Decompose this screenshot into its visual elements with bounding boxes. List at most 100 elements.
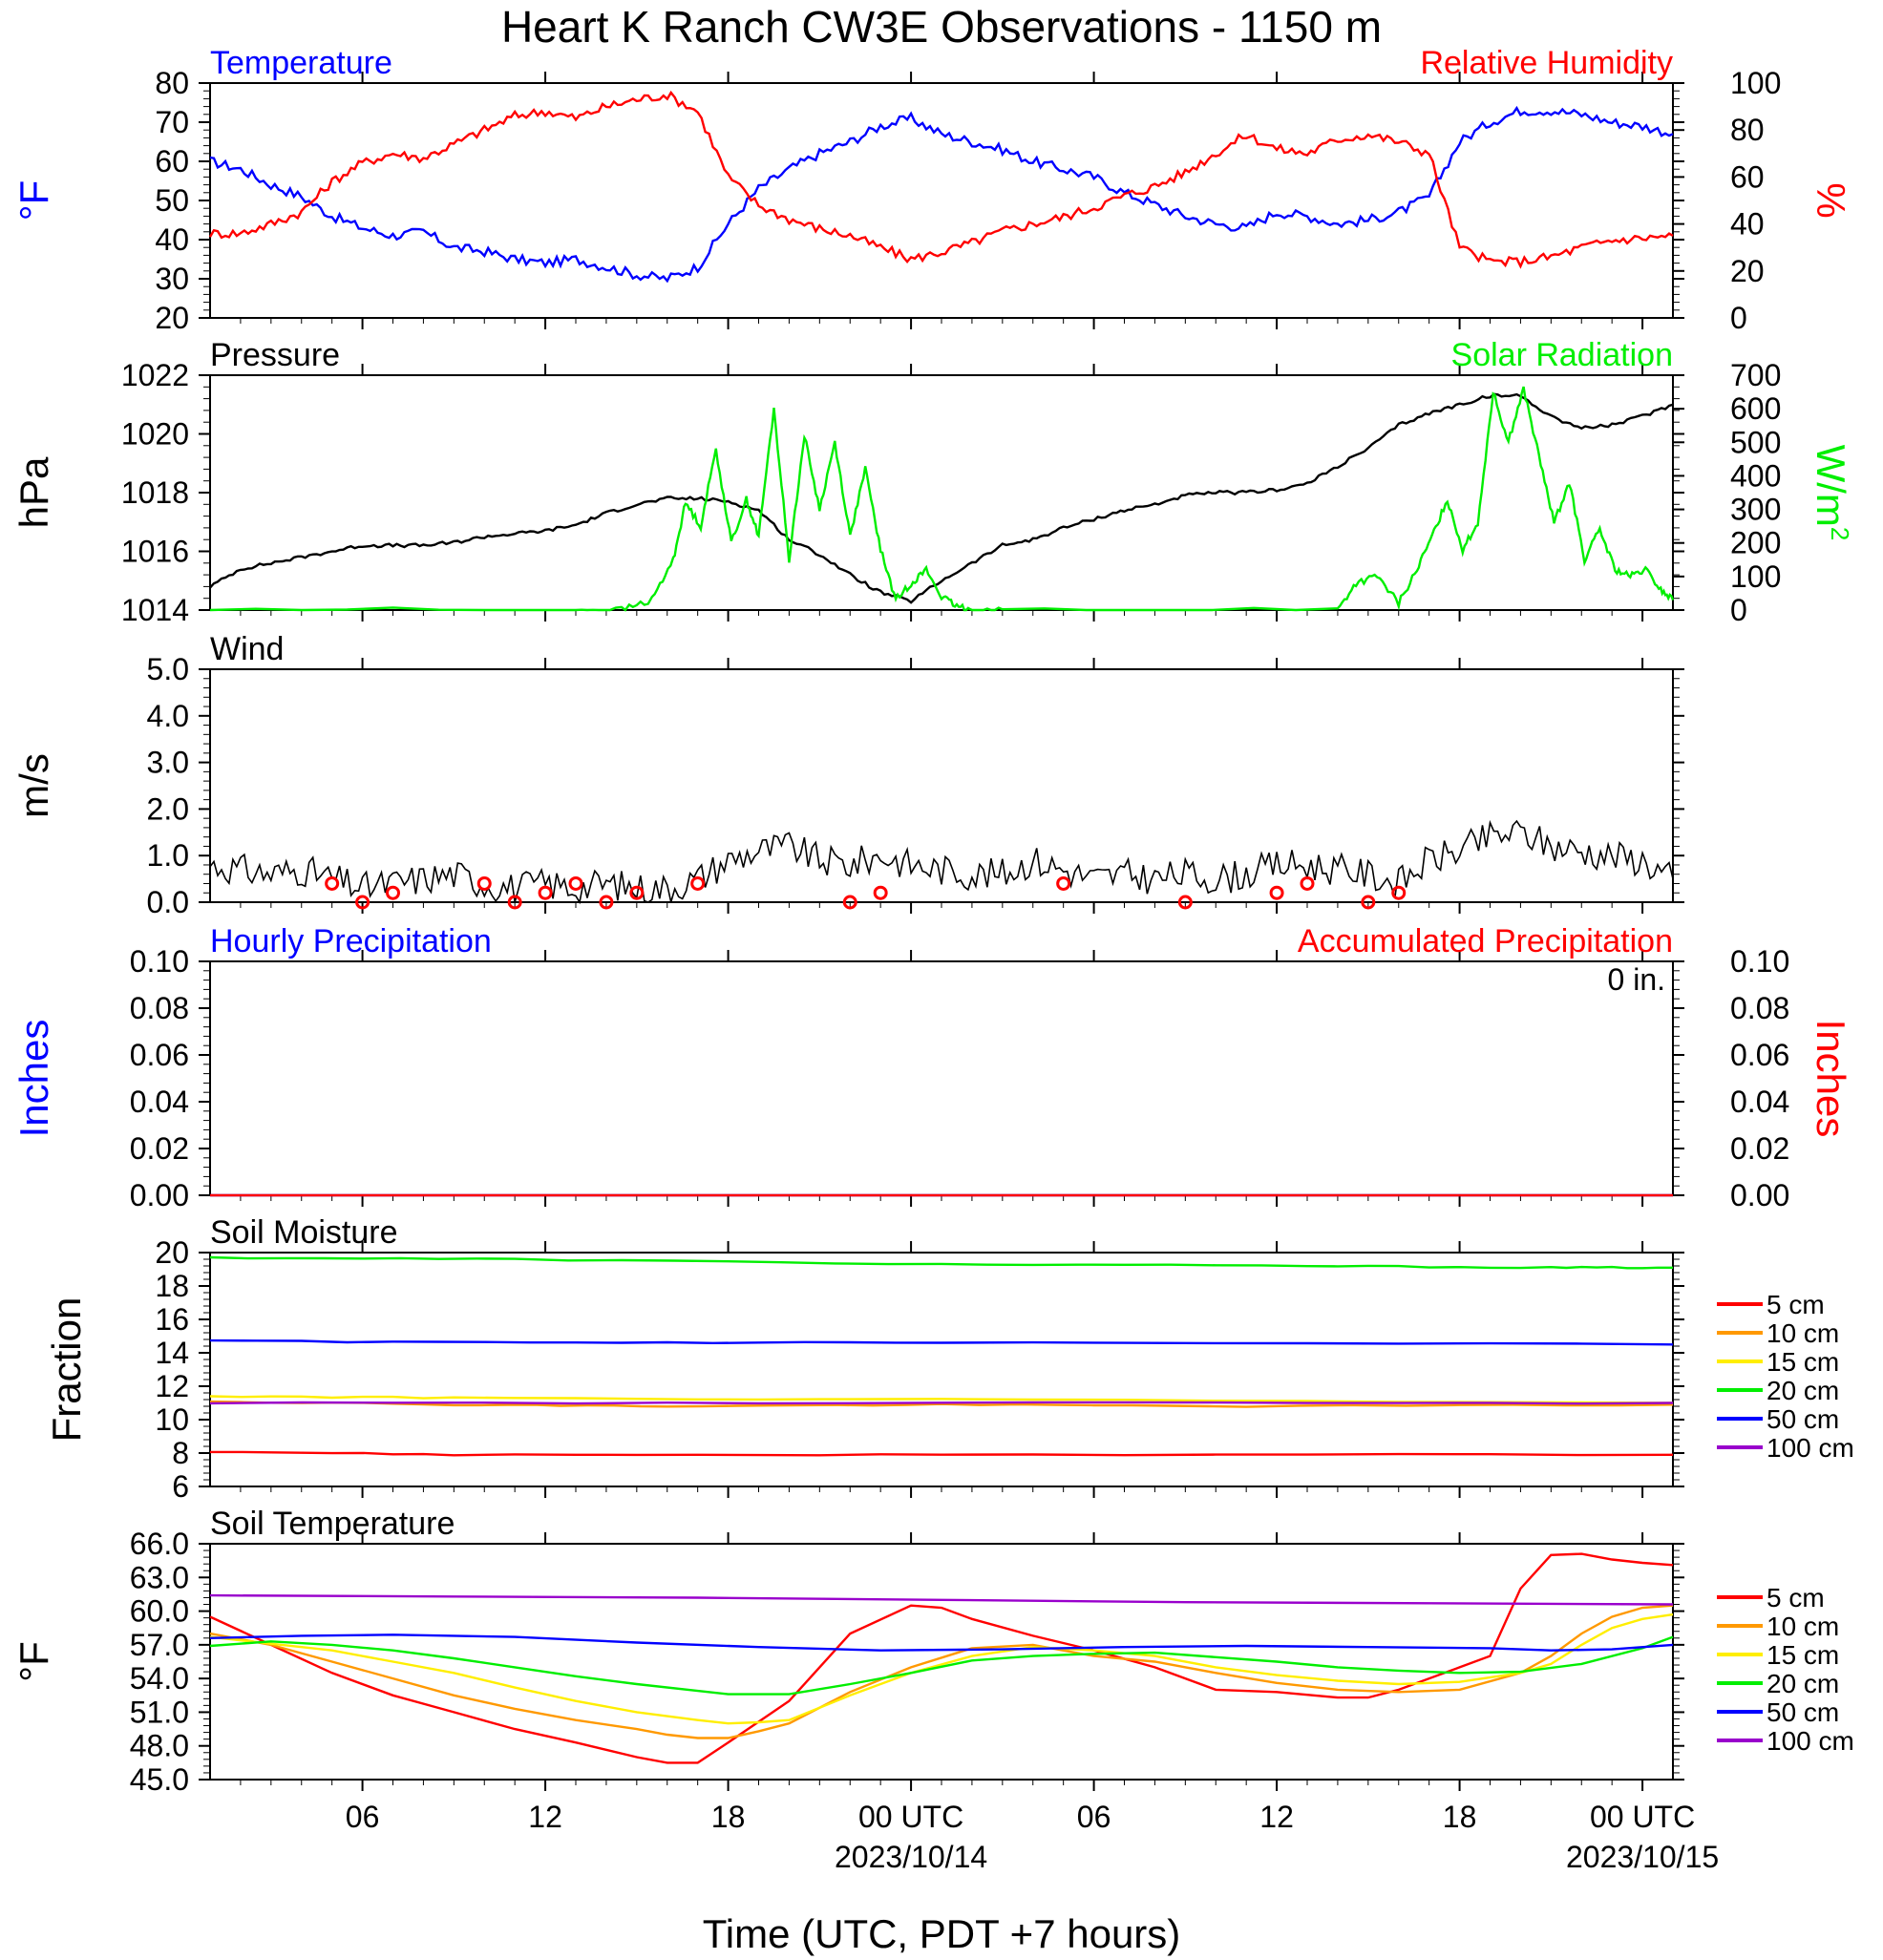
panel-title-left: Hourly Precipitation bbox=[210, 923, 492, 959]
y-tick-label-left: 0.0 bbox=[147, 885, 189, 919]
y-tick-label-left: 0.02 bbox=[130, 1131, 189, 1166]
y-tick-label-left: 4.0 bbox=[147, 699, 189, 733]
legend-label: 20 cm bbox=[1767, 1669, 1839, 1698]
y-tick-label-left: 60 bbox=[155, 144, 189, 179]
y-axis-label-right: % bbox=[1809, 182, 1853, 218]
y-axis-label-left: °F bbox=[11, 180, 56, 221]
y-tick-label-right: 60 bbox=[1730, 159, 1765, 194]
legend-label: 5 cm bbox=[1767, 1583, 1825, 1612]
plot-frame bbox=[209, 668, 1674, 903]
y-tick-label-right: 100 bbox=[1730, 559, 1781, 594]
legend-label: 50 cm bbox=[1767, 1404, 1839, 1434]
series-line-wind-speed bbox=[209, 819, 1674, 905]
wind-calm-marker bbox=[325, 875, 340, 891]
y-tick-label-right: 0.06 bbox=[1730, 1038, 1789, 1072]
series-line-solar-radiation bbox=[209, 386, 1675, 612]
y-tick-label-right: 400 bbox=[1730, 458, 1781, 493]
y-tick-label-left: 1018 bbox=[121, 475, 189, 510]
y-tick-label-right: 0.00 bbox=[1730, 1178, 1789, 1212]
y-tick-label-left: 0.06 bbox=[130, 1038, 189, 1072]
series-line-15-cm bbox=[209, 1395, 1674, 1404]
wind-calm-marker bbox=[690, 875, 706, 891]
y-tick-label-left: 8 bbox=[172, 1436, 189, 1470]
y-tick-label-right: 80 bbox=[1730, 113, 1765, 147]
y-tick-label-left: 80 bbox=[155, 66, 189, 100]
x-tick-label: 00 UTC bbox=[1590, 1800, 1695, 1834]
panel-precip: 0.00 0.02 0.04 0.06 0.08 0.10 0.00 0.02 0.04 0.06… bbox=[11, 923, 1853, 1212]
y-tick-label-right: 0.04 bbox=[1730, 1085, 1789, 1119]
x-tick-label: 12 bbox=[528, 1800, 562, 1834]
plot-frame bbox=[209, 374, 1674, 611]
y-tick-label-left: 2.0 bbox=[147, 791, 189, 826]
y-tick-label-left: 16 bbox=[155, 1302, 189, 1337]
y-tick-label-left: 63.0 bbox=[130, 1560, 189, 1594]
series-line-10-cm bbox=[209, 1400, 1674, 1408]
wind-calm-marker bbox=[507, 895, 522, 910]
panel-title-left: Temperature bbox=[210, 45, 392, 81]
y-axis-label-left: hPa bbox=[11, 456, 56, 528]
series-line-pressure bbox=[209, 392, 1674, 604]
y-tick-label-left: 48.0 bbox=[130, 1729, 189, 1763]
y-tick-label-left: 50 bbox=[155, 183, 189, 218]
precip-total-annotation: 0 in. bbox=[1608, 962, 1665, 997]
y-tick-label-right: 0 bbox=[1730, 593, 1747, 627]
wind-calm-marker bbox=[476, 875, 492, 891]
y-tick-label-left: 54.0 bbox=[130, 1661, 189, 1696]
panel-title-right: Relative Humidity bbox=[1420, 45, 1673, 81]
y-tick-label-left: 1022 bbox=[121, 358, 189, 392]
panel-wind: 0.0 1.0 2.0 3.0 4.0 5.0 Wind m/s bbox=[11, 631, 1684, 919]
legend-label: 50 cm bbox=[1767, 1697, 1839, 1727]
series-line-20-cm bbox=[209, 1635, 1674, 1696]
y-tick-label-right: 200 bbox=[1730, 526, 1781, 560]
panel-title-left: Wind bbox=[210, 631, 284, 667]
x-tick-label: 18 bbox=[711, 1800, 746, 1834]
y-axis-label-right: W/m2 bbox=[1809, 445, 1854, 541]
panel-title-left: Pressure bbox=[210, 337, 340, 373]
series-line-100-cm bbox=[209, 1401, 1674, 1405]
wind-calm-marker bbox=[873, 885, 888, 900]
y-tick-label-right: 100 bbox=[1730, 66, 1781, 100]
y-tick-label-right: 0 bbox=[1730, 301, 1747, 335]
series-line-5-cm bbox=[210, 1450, 1674, 1457]
y-tick-label-left: 57.0 bbox=[130, 1628, 189, 1662]
panel-pres_solar: 1014 1016 1018 1020 1022 01002003004005006007… bbox=[11, 337, 1854, 627]
legend-label: 10 cm bbox=[1767, 1318, 1839, 1348]
y-tick-label-left: 0.10 bbox=[130, 944, 189, 979]
y-tick-label-right: 500 bbox=[1730, 425, 1781, 459]
series-line-relative-humidity bbox=[208, 90, 1674, 269]
wind-calm-marker bbox=[1269, 885, 1284, 900]
x-tick-label: 06 bbox=[1077, 1800, 1111, 1834]
legend-label: 15 cm bbox=[1767, 1347, 1839, 1377]
wind-calm-marker bbox=[538, 885, 553, 900]
y-tick-label-left: 0.04 bbox=[130, 1085, 189, 1119]
plot-frame bbox=[209, 960, 1674, 1196]
y-tick-label-left: 66.0 bbox=[130, 1527, 189, 1561]
y-tick-label-left: 0.00 bbox=[130, 1178, 189, 1212]
plot-frame bbox=[209, 82, 1674, 319]
wind-calm-marker bbox=[599, 895, 614, 910]
panel-temp_rh: 20 30 40 50 60 70 80 0 20 40 60 80 100 Temperature Rel… bbox=[11, 45, 1853, 335]
x-tick-label: 18 bbox=[1443, 1800, 1477, 1834]
y-tick-label-left: 12 bbox=[155, 1369, 189, 1403]
chart-title: Heart K Ranch CW3E Observations - 1150 m bbox=[501, 2, 1382, 52]
y-tick-label-left: 45.0 bbox=[130, 1762, 189, 1797]
y-tick-label-left: 20 bbox=[155, 301, 189, 335]
wind-calm-marker bbox=[568, 875, 583, 891]
series-line-20-cm bbox=[209, 1255, 1673, 1270]
series-line-100-cm bbox=[209, 1593, 1674, 1606]
y-tick-label-right: 300 bbox=[1730, 493, 1781, 527]
y-tick-label-left: 20 bbox=[155, 1235, 189, 1270]
y-tick-label-left: 1020 bbox=[121, 417, 189, 452]
unit-superscript: 2 bbox=[1826, 527, 1854, 540]
legend-label: 100 cm bbox=[1767, 1433, 1854, 1463]
wind-calm-marker bbox=[1361, 895, 1376, 910]
panel-title-right: Solar Radiation bbox=[1451, 337, 1673, 373]
series-line-temperature bbox=[209, 105, 1674, 284]
y-tick-label-left: 5.0 bbox=[147, 652, 189, 686]
y-axis-label-left: °F bbox=[11, 1641, 56, 1681]
y-tick-label-right: 600 bbox=[1730, 391, 1781, 426]
y-tick-label-right: 700 bbox=[1730, 358, 1781, 392]
panel-title-left: Soil Temperature bbox=[210, 1506, 455, 1542]
